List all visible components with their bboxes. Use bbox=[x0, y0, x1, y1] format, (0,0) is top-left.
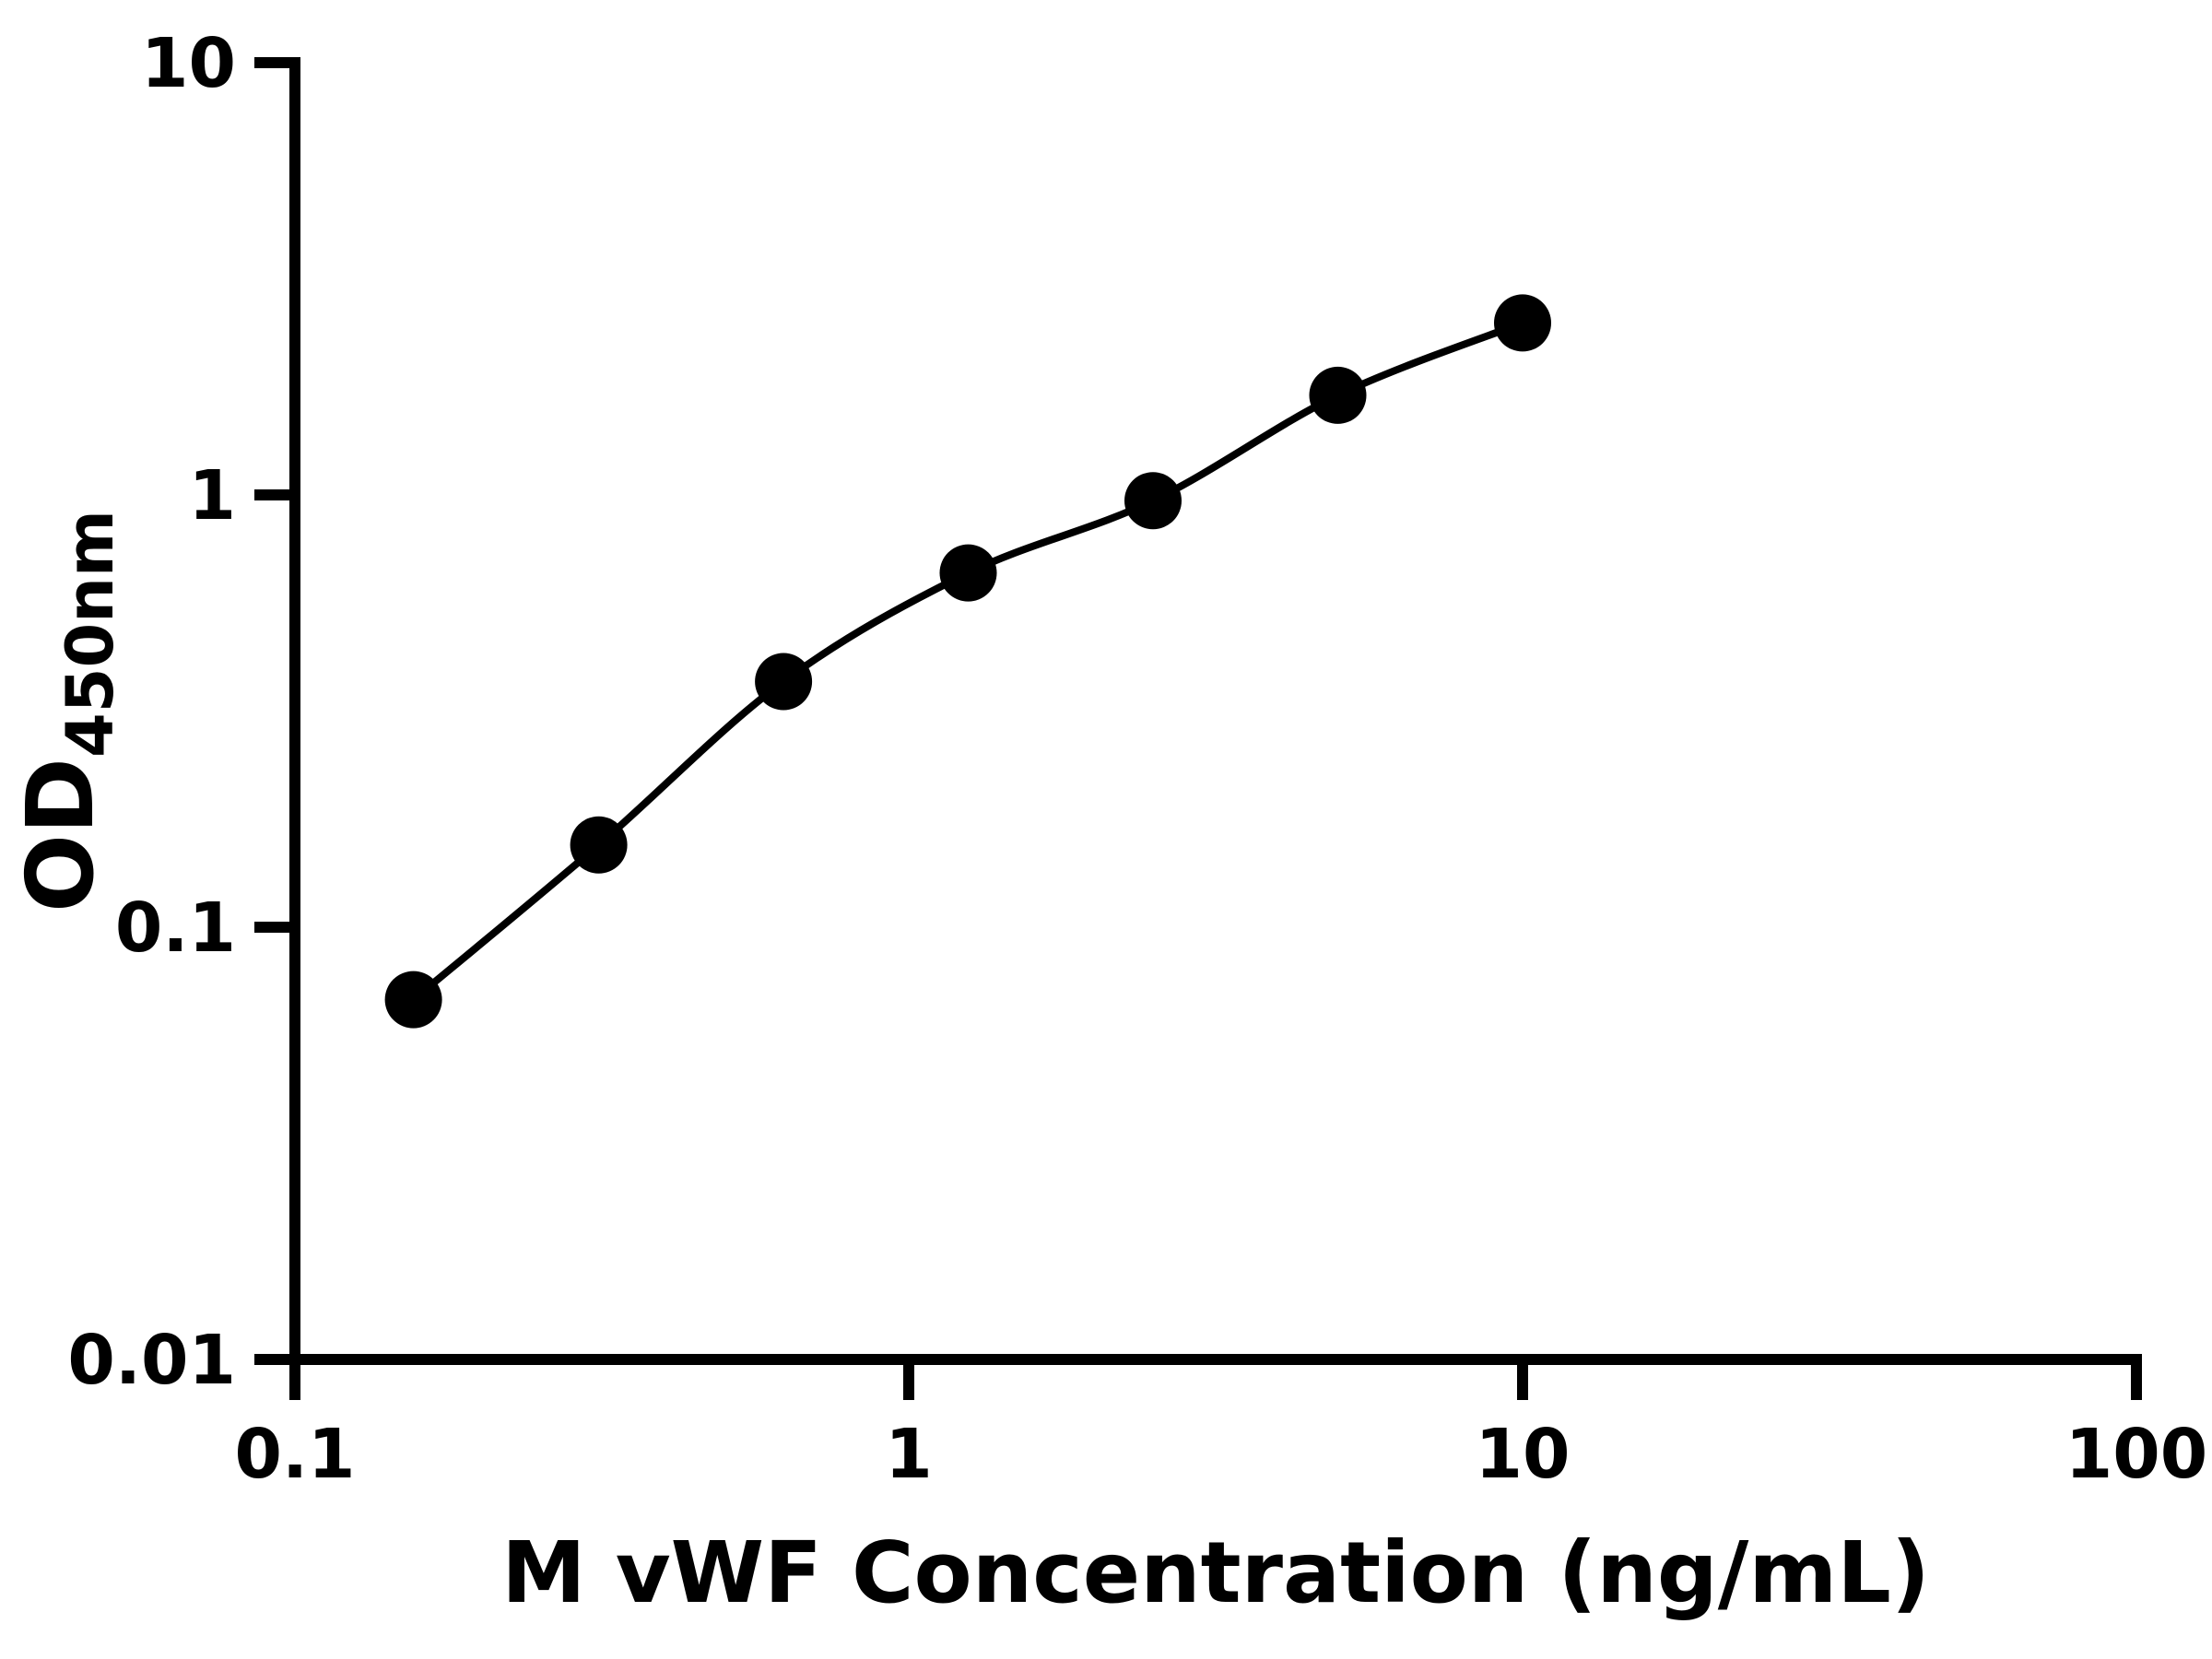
data-point bbox=[1309, 366, 1367, 424]
y-axis-title: OD450nm bbox=[6, 510, 128, 912]
x-axis-title: M vWF Concentration (ng/mL) bbox=[501, 1524, 1930, 1622]
x-axis-tick-label: 100 bbox=[2065, 1415, 2207, 1494]
data-point bbox=[384, 971, 442, 1029]
data-point bbox=[570, 816, 628, 874]
x-axis-tick-label: 1 bbox=[885, 1415, 933, 1494]
y-axis-tick-label: 10 bbox=[141, 24, 236, 103]
y-axis-title-subscript: 450nm bbox=[53, 510, 128, 758]
y-axis-tick-label: 0.1 bbox=[115, 888, 236, 968]
data-point bbox=[939, 544, 997, 602]
y-axis-tick-label: 1 bbox=[189, 456, 237, 535]
data-point bbox=[1494, 294, 1551, 352]
x-axis-tick-label: 10 bbox=[1476, 1415, 1571, 1494]
data-point bbox=[755, 653, 813, 711]
y-axis-tick-label: 0.01 bbox=[67, 1321, 236, 1400]
fit-curve bbox=[411, 319, 1524, 1003]
x-axis-tick-label: 0.1 bbox=[234, 1415, 355, 1494]
data-point bbox=[1124, 472, 1182, 530]
y-axis-title-main: OD bbox=[6, 758, 114, 912]
